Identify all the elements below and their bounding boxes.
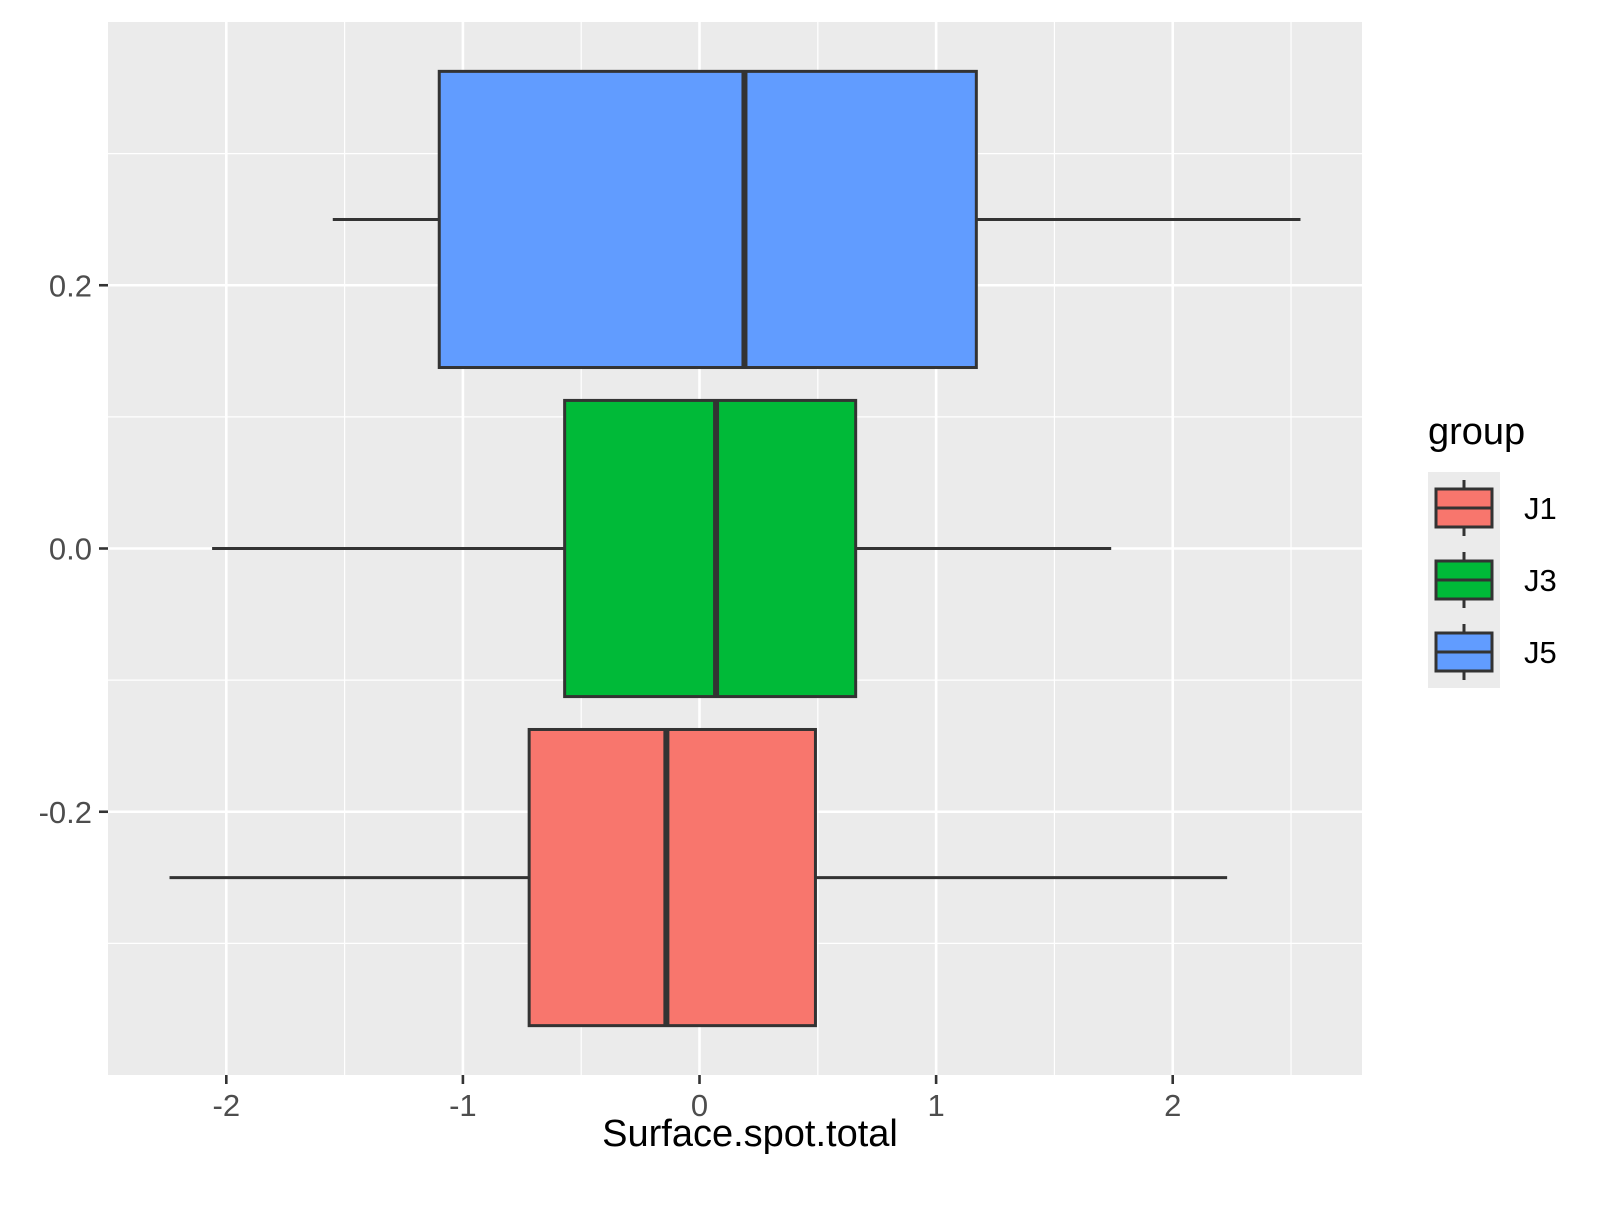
box-J5 bbox=[332, 69, 1301, 370]
y-tick-label: -0.2 bbox=[39, 795, 92, 830]
legend-title: group bbox=[1428, 411, 1525, 453]
legend-label: J3 bbox=[1524, 563, 1557, 598]
box-iqr bbox=[563, 398, 858, 699]
x-tick-label: 2 bbox=[1164, 1088, 1181, 1123]
legend-item-J3: J3 bbox=[1428, 544, 1557, 616]
legend-item-J1: J1 bbox=[1428, 472, 1557, 544]
y-tick-label: 0.0 bbox=[49, 532, 92, 567]
x-tick-label: -1 bbox=[449, 1088, 477, 1123]
legend-label: J5 bbox=[1524, 635, 1557, 670]
legend-label: J1 bbox=[1524, 491, 1557, 526]
box-J1 bbox=[169, 727, 1228, 1028]
x-axis-title: Surface.spot.total bbox=[602, 1113, 898, 1155]
legend: group J1 J3 J5 bbox=[1428, 411, 1557, 688]
x-axis: -2 -1 0 1 2 bbox=[213, 1075, 1181, 1123]
legend-item-J5: J5 bbox=[1428, 616, 1557, 688]
box-J3 bbox=[212, 398, 1112, 699]
x-tick-label: -2 bbox=[213, 1088, 241, 1123]
box-iqr bbox=[527, 727, 817, 1028]
box-iqr bbox=[437, 69, 978, 370]
y-tick-label: 0.2 bbox=[49, 268, 92, 303]
x-tick-label: 0 bbox=[691, 1088, 708, 1123]
x-tick-label: 1 bbox=[927, 1088, 944, 1123]
box-series bbox=[169, 69, 1301, 1028]
y-axis: -0.2 0.0 0.2 bbox=[39, 268, 108, 830]
